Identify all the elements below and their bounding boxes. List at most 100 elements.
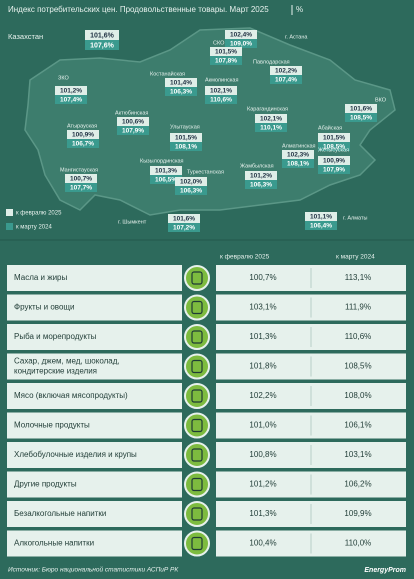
row-label-bg bbox=[7, 471, 182, 498]
region-feb: 101,6% bbox=[350, 106, 372, 113]
region-name: Мангистауская bbox=[60, 167, 98, 173]
value-box bbox=[345, 104, 377, 113]
value-box bbox=[55, 86, 87, 95]
row-name: Масла и жиры bbox=[14, 273, 68, 282]
row-name: Фрукты и овощи bbox=[14, 303, 74, 312]
value-box bbox=[318, 142, 350, 151]
value-box bbox=[318, 156, 350, 165]
value-box bbox=[165, 78, 197, 87]
row-mar: 103,1% bbox=[344, 450, 371, 459]
value-box bbox=[270, 66, 302, 75]
region-feb: 101,3% bbox=[155, 168, 177, 175]
map-outline bbox=[24, 27, 396, 216]
legend-swatch bbox=[6, 209, 13, 216]
value-box bbox=[65, 183, 97, 192]
region-feb: 101,5% bbox=[323, 135, 345, 142]
region-feb: 102,0% bbox=[180, 179, 202, 186]
column-header: к февралю 2025 bbox=[220, 254, 270, 261]
row-icon bbox=[184, 501, 210, 527]
region-feb: 100,7% bbox=[70, 176, 92, 183]
region-mar: 108,1% bbox=[175, 144, 197, 151]
region-feb: 101,2% bbox=[250, 173, 272, 180]
region-name: Жамбылская bbox=[240, 163, 274, 169]
value-box bbox=[165, 87, 197, 96]
value-box bbox=[305, 212, 337, 221]
region-name: Кызылординская bbox=[140, 158, 184, 164]
row-icon-glyph bbox=[191, 418, 203, 433]
row-label-bg bbox=[7, 442, 182, 468]
region-mar: 107,9% bbox=[122, 128, 144, 135]
region-name: Казахстан bbox=[8, 32, 43, 41]
row-label-bg bbox=[7, 530, 182, 557]
region-feb: 101,6% bbox=[90, 32, 115, 39]
value-box bbox=[318, 133, 350, 142]
region-name: Карагандинская bbox=[247, 106, 288, 112]
row-icon bbox=[184, 383, 210, 409]
row-feb: 101,3% bbox=[249, 509, 276, 518]
row-label-bg bbox=[7, 501, 182, 527]
region-feb: 101,1% bbox=[310, 214, 332, 221]
region-name: СКО bbox=[213, 40, 225, 46]
value-box bbox=[175, 177, 207, 186]
row-icon-glyph bbox=[191, 448, 203, 462]
row-feb: 102,2% bbox=[249, 391, 276, 400]
row-icon-glyph bbox=[191, 507, 203, 521]
row-label-bg bbox=[7, 294, 182, 321]
column-header: к марту 2024 bbox=[336, 254, 375, 261]
row-name: Мясо (включая мясопродукты) bbox=[14, 391, 128, 400]
region-mar: 107,9% bbox=[323, 167, 345, 174]
region-name: ВКО bbox=[375, 97, 387, 103]
legend-swatch bbox=[6, 223, 13, 230]
value-box bbox=[85, 30, 119, 40]
value-box bbox=[150, 166, 182, 175]
row-icon bbox=[184, 530, 210, 557]
region-name: Павлодарская bbox=[253, 59, 290, 65]
row-icon-glyph bbox=[191, 536, 203, 551]
row-name: Другие продукты bbox=[14, 480, 77, 489]
row-mar: 106,2% bbox=[344, 480, 371, 489]
logo: EnergyProm bbox=[364, 567, 406, 574]
region-mar: 108,1% bbox=[287, 161, 309, 168]
value-box bbox=[210, 56, 242, 65]
region-mar: 106,7% bbox=[72, 141, 94, 148]
region-name: Акмолинская bbox=[205, 77, 238, 83]
region-mar: 107,7% bbox=[70, 185, 92, 192]
row-label-bg bbox=[7, 265, 182, 291]
value-box bbox=[205, 95, 237, 104]
row-name: Сахар, джем, мед, шоколад, кондитерские и… bbox=[14, 357, 120, 376]
row-label-bg bbox=[7, 383, 182, 409]
row-icon bbox=[184, 265, 210, 291]
legend-label: к февралю 2025 bbox=[16, 211, 62, 217]
row-icon bbox=[184, 442, 210, 468]
value-box bbox=[168, 223, 200, 232]
value-box bbox=[67, 139, 99, 148]
region-feb: 102,2% bbox=[275, 68, 297, 75]
value-box bbox=[85, 40, 119, 50]
value-box bbox=[282, 159, 314, 168]
row-icon-glyph bbox=[191, 330, 203, 344]
row-feb: 103,1% bbox=[249, 303, 276, 312]
region-name: Улытауская bbox=[170, 124, 200, 130]
value-box bbox=[225, 39, 257, 48]
value-box bbox=[117, 117, 149, 126]
region-name: г. Шымкент bbox=[118, 219, 147, 225]
region-name: Туркестанская bbox=[187, 169, 224, 175]
row-icon-glyph bbox=[191, 477, 203, 492]
region-mar: 107,8% bbox=[215, 58, 237, 65]
value-box bbox=[150, 175, 182, 184]
region-name: Жетысуская bbox=[318, 147, 349, 153]
value-box bbox=[175, 186, 207, 195]
row-mar: 110,0% bbox=[345, 539, 372, 548]
row-feb: 101,8% bbox=[249, 362, 276, 371]
region-feb: 100,6% bbox=[122, 119, 144, 126]
value-box bbox=[65, 174, 97, 183]
row-icon bbox=[184, 353, 210, 380]
row-label-bg bbox=[7, 412, 182, 439]
row-icon bbox=[184, 412, 210, 439]
region-feb: 102,3% bbox=[287, 152, 309, 159]
row-feb: 100,7% bbox=[249, 273, 276, 282]
row-icon bbox=[184, 294, 210, 321]
region-mar: 108,5% bbox=[323, 144, 345, 151]
region-feb: 102,4% bbox=[230, 32, 252, 39]
